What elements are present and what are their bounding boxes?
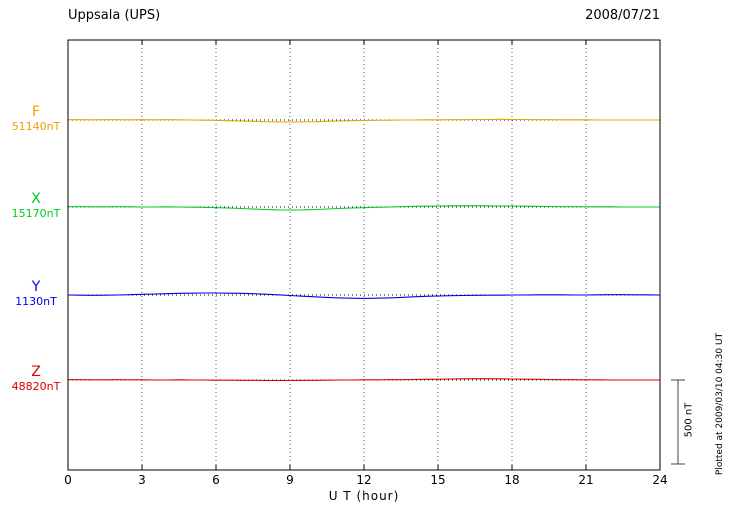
series-label-x: X 15170nT <box>6 191 66 220</box>
x-tick-label: 9 <box>286 473 294 487</box>
station-title: Uppsala (UPS) <box>68 8 161 23</box>
trace-f <box>68 118 660 123</box>
x-tick-label: 0 <box>64 473 72 487</box>
series-letter-y: Y <box>31 279 41 295</box>
series-baseline-x: 15170nT <box>11 207 61 220</box>
trace-x <box>68 205 660 211</box>
x-tick-label: 21 <box>578 473 594 487</box>
x-tick-label: 18 <box>504 473 520 487</box>
series-letter-f: F <box>31 104 41 120</box>
trace-z <box>68 378 660 382</box>
series-label-f: F 51140nT <box>6 104 66 133</box>
observation-date: 2008/07/21 <box>585 8 660 23</box>
x-tick-label: 6 <box>212 473 220 487</box>
x-tick-label: 12 <box>356 473 372 487</box>
series-baseline-f: 51140nT <box>11 120 61 133</box>
x-tick-label: 3 <box>138 473 146 487</box>
series-baseline-z: 48820nT <box>11 380 61 393</box>
trace-y <box>67 292 661 299</box>
series-baseline-y: 1130nT <box>15 295 57 308</box>
series-label-z: Z 48820nT <box>6 364 66 393</box>
x-tick-label: 15 <box>430 473 446 487</box>
plot-frame <box>67 39 661 471</box>
x-axis-label: U T (hour) <box>328 489 400 503</box>
series-letter-z: Z <box>31 364 41 380</box>
scale-bar-label: 500 nT <box>683 402 695 438</box>
plotted-at-note: Plotted at 2009/03/10 04:30 UT <box>715 332 725 476</box>
series-label-y: Y 1130nT <box>6 279 66 308</box>
x-tick-label: 24 <box>652 473 668 487</box>
series-letter-x: X <box>31 191 41 207</box>
